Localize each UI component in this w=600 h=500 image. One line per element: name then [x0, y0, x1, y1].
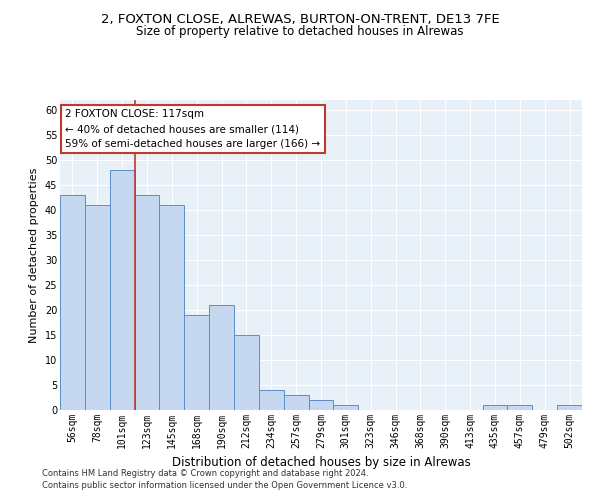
Bar	[85, 205, 110, 410]
Bar	[160, 205, 184, 410]
Text: 2, FOXTON CLOSE, ALREWAS, BURTON-ON-TRENT, DE13 7FE: 2, FOXTON CLOSE, ALREWAS, BURTON-ON-TREN…	[101, 12, 499, 26]
Bar	[184, 315, 209, 410]
Text: 2 FOXTON CLOSE: 117sqm
← 40% of detached houses are smaller (114)
59% of semi-de: 2 FOXTON CLOSE: 117sqm ← 40% of detached…	[65, 110, 320, 149]
Text: Size of property relative to detached houses in Alrewas: Size of property relative to detached ho…	[136, 25, 464, 38]
Bar	[134, 195, 160, 410]
Bar	[284, 395, 308, 410]
Text: Contains HM Land Registry data © Crown copyright and database right 2024.: Contains HM Land Registry data © Crown c…	[42, 468, 368, 477]
Bar	[508, 405, 532, 410]
Text: Contains public sector information licensed under the Open Government Licence v3: Contains public sector information licen…	[42, 481, 407, 490]
Bar	[308, 400, 334, 410]
Bar	[209, 305, 234, 410]
X-axis label: Distribution of detached houses by size in Alrewas: Distribution of detached houses by size …	[172, 456, 470, 469]
Bar	[234, 335, 259, 410]
Bar	[259, 390, 284, 410]
Bar	[482, 405, 508, 410]
Y-axis label: Number of detached properties: Number of detached properties	[29, 168, 39, 342]
Bar	[557, 405, 582, 410]
Bar	[334, 405, 358, 410]
Bar	[60, 195, 85, 410]
Bar	[110, 170, 134, 410]
